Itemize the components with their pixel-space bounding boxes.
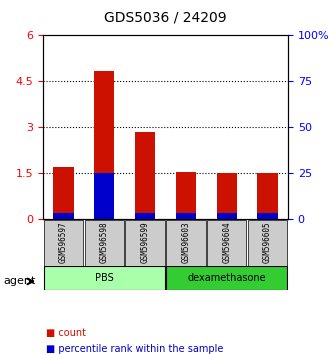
Text: GSM596603: GSM596603 bbox=[181, 222, 190, 263]
Text: PBS: PBS bbox=[95, 273, 114, 283]
Text: GSM596599: GSM596599 bbox=[141, 222, 150, 263]
Bar bbox=[216, 213, 237, 219]
FancyBboxPatch shape bbox=[85, 220, 124, 266]
Bar bbox=[176, 172, 196, 219]
Bar bbox=[257, 213, 278, 219]
Text: GDS5036 / 24209: GDS5036 / 24209 bbox=[104, 11, 227, 25]
Bar bbox=[135, 132, 155, 219]
Bar bbox=[53, 213, 73, 219]
Bar bbox=[257, 173, 278, 219]
Bar bbox=[94, 173, 115, 219]
FancyBboxPatch shape bbox=[207, 220, 246, 266]
Text: agent: agent bbox=[3, 276, 36, 286]
Bar bbox=[176, 213, 196, 219]
Text: GSM596604: GSM596604 bbox=[222, 222, 231, 263]
Bar bbox=[216, 173, 237, 219]
FancyBboxPatch shape bbox=[125, 220, 165, 266]
Text: GSM596598: GSM596598 bbox=[100, 222, 109, 263]
Bar bbox=[94, 71, 115, 219]
Text: ■ count: ■ count bbox=[46, 328, 86, 338]
Bar bbox=[53, 167, 73, 219]
Bar bbox=[135, 213, 155, 219]
FancyBboxPatch shape bbox=[248, 220, 287, 266]
FancyBboxPatch shape bbox=[166, 266, 287, 290]
FancyBboxPatch shape bbox=[44, 266, 165, 290]
Text: ■ percentile rank within the sample: ■ percentile rank within the sample bbox=[46, 344, 224, 354]
Text: dexamethasone: dexamethasone bbox=[187, 273, 266, 283]
FancyBboxPatch shape bbox=[44, 220, 83, 266]
Text: GSM596597: GSM596597 bbox=[59, 222, 68, 263]
FancyBboxPatch shape bbox=[166, 220, 206, 266]
Text: GSM596605: GSM596605 bbox=[263, 222, 272, 263]
